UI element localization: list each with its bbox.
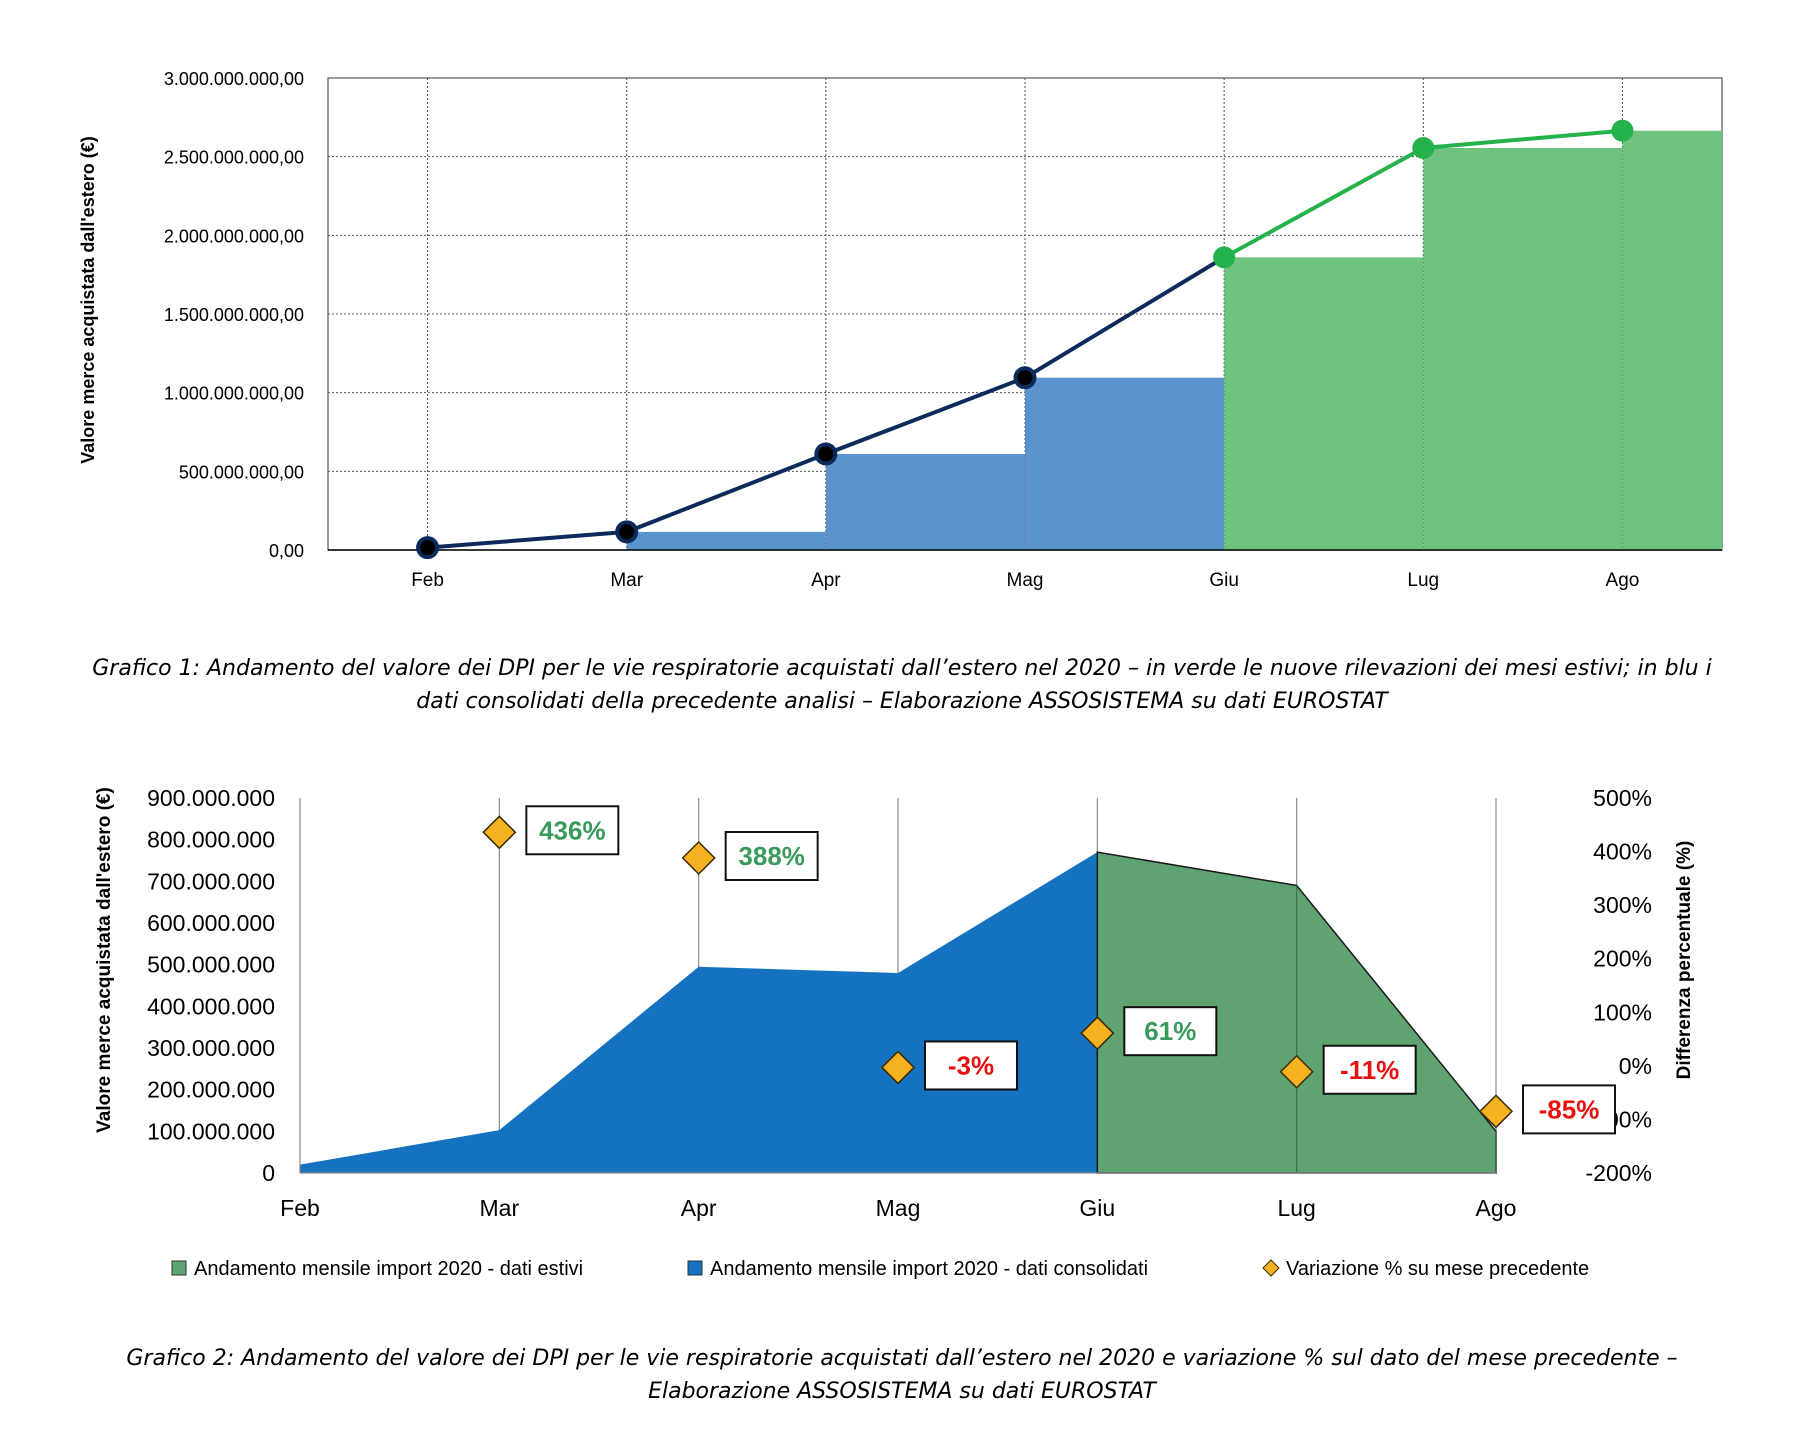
chart2-legend-label: Andamento mensile import 2020 - dati con… bbox=[710, 1258, 1148, 1280]
chart1-y-axis-label: Valore merce acquistata dall'estero (€) bbox=[78, 136, 98, 463]
chart2-percent-marker bbox=[482, 815, 517, 850]
chart2-y-tick-label: 100.000.000 bbox=[147, 1118, 275, 1144]
chart2-legend-label: Andamento mensile import 2020 - dati est… bbox=[194, 1258, 583, 1280]
chart1-area-step bbox=[825, 454, 1025, 550]
chart2-caption-line2: Elaborazione ASSOSISTEMA su dati EUROSTA… bbox=[648, 1379, 1156, 1404]
chart1-area-step bbox=[1423, 148, 1623, 550]
chart1-y-tick-label: 2.500.000.000,00 bbox=[164, 148, 304, 168]
chart2-y-tick-label: 200.000.000 bbox=[147, 1077, 275, 1103]
chart1-y-tick-label: 3.000.000.000,00 bbox=[164, 69, 304, 89]
chart1-y-tick-label: 500.000.000,00 bbox=[179, 462, 304, 482]
chart2-percent-marker bbox=[681, 840, 716, 876]
chart2-y-tick-label: 300.000.000 bbox=[147, 1035, 275, 1061]
chart2-y2-axis-label: Differenza percentuale (%) bbox=[1674, 841, 1695, 1080]
chart2-legend-swatch bbox=[687, 1260, 703, 1276]
chart1-point-summer bbox=[1213, 246, 1236, 269]
chart1-y-tick-label: 1.500.000.000,00 bbox=[164, 305, 304, 325]
chart2: 0 100.000.000 200.000.000 300.000.000 400.00… bbox=[94, 785, 1695, 1280]
chart1-caption-line1: Grafico 1: Andamento del valore dei DPI … bbox=[92, 656, 1712, 681]
chart2-y2-tick-label: -200% bbox=[1586, 1160, 1652, 1186]
chart1-points bbox=[416, 119, 1634, 560]
chart1-areas bbox=[427, 78, 1722, 550]
chart1-point-summer bbox=[1412, 137, 1435, 160]
chart2-caption: Grafico 2: Andamento del valore dei DPI … bbox=[40, 1342, 1764, 1408]
chart1-x-tick-label: Mar bbox=[610, 570, 643, 591]
chart1-x-tick-label: Ago bbox=[1606, 570, 1640, 591]
chart2-percent-marker bbox=[880, 1050, 916, 1085]
chart2-percent-label: 388% bbox=[738, 841, 805, 871]
chart2-x-tick-label: Apr bbox=[681, 1195, 717, 1221]
chart2-percent-label-box bbox=[1322, 1044, 1417, 1095]
chart1-caption: Grafico 1: Andamento del valore dei DPI … bbox=[40, 652, 1764, 718]
chart2-legend-label: Variazione % su mese precedente bbox=[1286, 1258, 1589, 1280]
chart1-point-summer bbox=[1611, 119, 1634, 142]
chart2-percent-marker bbox=[1080, 1016, 1115, 1051]
chart1-y-ticks: 0,00 500.000.000,00 1.000.000.000,00 1.500.… bbox=[164, 69, 304, 561]
chart1-y-tick-label: 1.000.000.000,00 bbox=[164, 384, 304, 404]
chart2-y-tick-label: 900.000.000 bbox=[147, 785, 275, 811]
chart2-percent-label-box bbox=[1522, 1084, 1616, 1135]
chart1-point-consolidated bbox=[814, 442, 838, 466]
chart2-x-ticks: Feb Mar Apr Mag Giu Lug Ago bbox=[280, 1195, 1516, 1221]
chart2-percent-label: 61% bbox=[1144, 1016, 1196, 1046]
chart2-y-axis-label: Valore merce acquistata dall'estero (€) bbox=[94, 787, 115, 1133]
chart2-area-consolidated bbox=[300, 852, 1098, 1173]
chart2-y2-ticks: -200%-100%0%100%200%300%400%500% bbox=[1586, 785, 1652, 1186]
chart2-percent-label-box bbox=[924, 1040, 1018, 1091]
chart2-y-tick-label: 600.000.000 bbox=[147, 910, 275, 936]
chart1-x-tick-label: Apr bbox=[811, 570, 841, 591]
chart2-y-tick-label: 700.000.000 bbox=[147, 868, 275, 894]
chart1-x-tick-label: Giu bbox=[1209, 570, 1239, 591]
chart2-x-tick-label: Lug bbox=[1277, 1195, 1315, 1221]
chart1-area-step bbox=[1025, 377, 1225, 550]
chart2-y2-tick-label: 0% bbox=[1619, 1053, 1652, 1079]
chart2-y-ticks: 0 100.000.000 200.000.000 300.000.000 400.00… bbox=[147, 785, 275, 1186]
chart2-percent-label-box bbox=[1123, 1006, 1218, 1057]
chart1-x-tick-label: Mag bbox=[1007, 570, 1044, 591]
chart2-y2-tick-label: 200% bbox=[1593, 946, 1652, 972]
chart2-axes bbox=[299, 798, 1496, 1174]
chart2-percent-label: -3% bbox=[948, 1050, 994, 1080]
chart2-percent-label-box bbox=[724, 831, 819, 881]
chart2-x-tick-label: Ago bbox=[1476, 1195, 1517, 1221]
chart2-x-tick-label: Mag bbox=[876, 1195, 921, 1221]
chart1-y-tick-label: 2.000.000.000,00 bbox=[164, 226, 304, 246]
chart1-y-tick-label: 0,00 bbox=[269, 541, 304, 561]
chart2-y2-tick-label: 300% bbox=[1593, 892, 1652, 918]
chart2-percent-label: -85% bbox=[1539, 1094, 1600, 1124]
chart1-point-consolidated bbox=[1013, 366, 1037, 390]
chart1-point-consolidated bbox=[416, 536, 440, 560]
chart2-y-tick-label: 800.000.000 bbox=[147, 827, 275, 853]
chart1-x-tick-label: Lug bbox=[1407, 570, 1439, 591]
chart2-percent-label: 436% bbox=[539, 815, 606, 845]
chart2-legend-swatch bbox=[1262, 1259, 1280, 1277]
chart1-area-step bbox=[1622, 130, 1722, 550]
chart1-caption-line2: dati consolidati della precedente analis… bbox=[416, 689, 1388, 714]
chart2-percent-label-box bbox=[525, 805, 620, 856]
chart2-areas bbox=[300, 798, 1497, 1174]
chart1-x-tick-label: Feb bbox=[411, 570, 444, 591]
chart2-x-tick-label: Mar bbox=[480, 1195, 520, 1221]
chart2-y2-tick-label: 400% bbox=[1593, 839, 1652, 865]
chart2-legend-swatch bbox=[171, 1260, 187, 1276]
chart2-percent-marker bbox=[1478, 1094, 1514, 1129]
chart1-area-step bbox=[626, 531, 826, 550]
chart2-legend: Andamento mensile import 2020 - dati est… bbox=[171, 1258, 1589, 1280]
chart2-percent-label: -11% bbox=[1340, 1055, 1399, 1085]
chart2-y2-tick-label: 500% bbox=[1593, 785, 1652, 811]
chart2-y2-tick-label: 100% bbox=[1593, 999, 1652, 1025]
chart2-percent-marker bbox=[1279, 1054, 1314, 1089]
chart1: 0,00 500.000.000,00 1.000.000.000,00 1.500.… bbox=[78, 69, 1723, 591]
chart1-x-ticks: Feb Mar Apr Mag Giu Lug Ago bbox=[411, 570, 1639, 591]
chart2-drop-lines bbox=[1296, 885, 1497, 1173]
chart2-y-tick-label: 400.000.000 bbox=[147, 993, 275, 1019]
chart2-y-tick-label: 0 bbox=[262, 1160, 275, 1186]
chart2-x-tick-label: Giu bbox=[1079, 1195, 1115, 1221]
chart1-area-step bbox=[1224, 257, 1424, 550]
chart2-caption-line1: Grafico 2: Andamento del valore dei DPI … bbox=[126, 1346, 1678, 1371]
chart2-y-tick-label: 500.000.000 bbox=[147, 952, 275, 978]
chart2-x-tick-label: Feb bbox=[280, 1195, 320, 1221]
chart2-percent-markers: 436% 388% -3% 61% -11% -85% bbox=[482, 805, 1616, 1135]
chart1-point-consolidated bbox=[615, 520, 639, 544]
